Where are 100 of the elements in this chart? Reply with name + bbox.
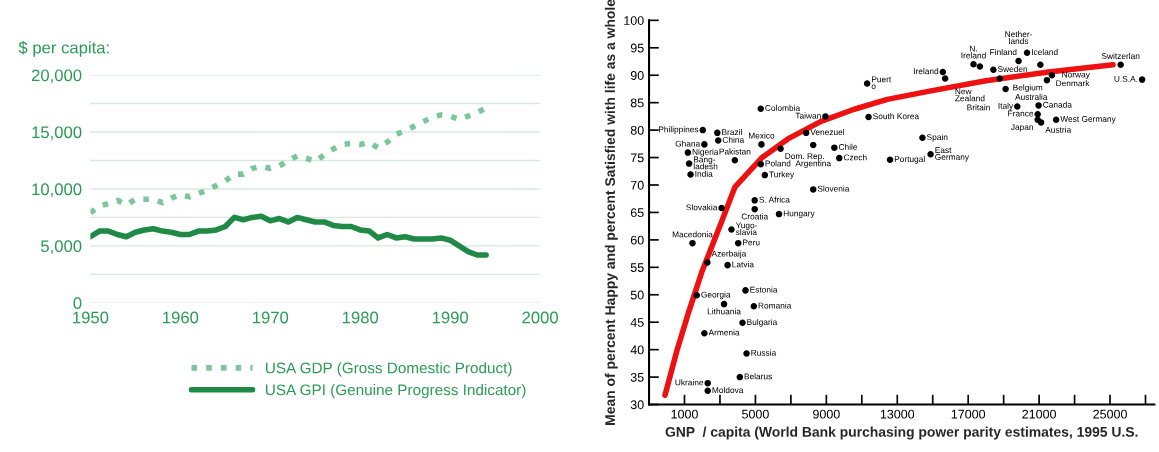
y-tick-label: 40 (630, 345, 644, 355)
annotation: Croatia (741, 213, 769, 220)
annotation: Bang- ladesh (693, 156, 718, 170)
y-tick-label: 85 (630, 98, 644, 108)
annotation: Mexico (748, 132, 775, 139)
annotation: Lithuania (707, 308, 741, 315)
annotation: Russia (751, 349, 777, 356)
y-tick-label: 55 (630, 263, 644, 272)
x-tick-label: 1990 (432, 311, 469, 324)
annotation: Romania (758, 302, 792, 309)
x-tick-label: 17000 (951, 409, 986, 419)
y-tick-label: 65 (630, 208, 644, 218)
annotation: Belarus (744, 373, 772, 380)
x-tick-label: 1970 (253, 311, 289, 324)
annotation: Armenia (708, 329, 740, 336)
annotation: Macedonia (672, 231, 713, 238)
annotation: Norway (1062, 71, 1090, 80)
x-tick-label: 21000 (1022, 409, 1057, 419)
x-tick-label: 5000 (742, 409, 769, 419)
x-tick-label: 1000 (671, 409, 698, 419)
x-tick-label: 2000 (522, 311, 558, 324)
y-tick-label: 75 (630, 153, 644, 163)
annotation: Philippines (658, 126, 699, 134)
annotation: Finland (990, 48, 1017, 56)
annotation: Iceland (1031, 48, 1058, 55)
y-tick-label: 35 (630, 372, 644, 382)
annotation: Colombia (765, 104, 801, 111)
annotation: West Germany (1060, 116, 1116, 124)
y-tick-label: 20,000 (31, 69, 82, 84)
annotation: East Germany (935, 147, 970, 162)
annotation: Moldova (712, 386, 744, 394)
annotation: Bulgaria (747, 318, 778, 327)
annotation: Estonia (750, 286, 778, 293)
x-tick-label: 13000 (880, 409, 915, 419)
annotation: Austria (1045, 126, 1072, 133)
annotation: Australia (1015, 93, 1048, 100)
y-tick-label: 5,000 (41, 240, 82, 255)
y-tick-label: 0 (73, 297, 82, 310)
y-tick-label: 60 (630, 235, 644, 245)
y-tick-label: 100 (624, 16, 644, 25)
annotation: N. Ireland (961, 45, 986, 59)
annotation: France (1008, 110, 1034, 117)
annotation: Japan (1010, 124, 1033, 132)
y-tick-label: 95 (630, 43, 644, 53)
annotation: Pakistan (719, 148, 751, 155)
x-axis-title: GNP / capita (World Bank purchasing power parity estimates, 1995 U.S. (665, 426, 1138, 440)
annotation: Hungary (783, 210, 815, 218)
y-tick-label: 45 (630, 318, 644, 327)
y-tick-label: 15,000 (32, 126, 82, 141)
x-tick-label: 1950 (73, 311, 109, 324)
annotation: South Korea (873, 113, 920, 120)
y-tick-label: 80 (630, 125, 644, 135)
annotation: Spain (926, 133, 948, 142)
legend-label: USA GDP (Gross Domestic Product) (266, 362, 512, 377)
annotation: Canada (1043, 101, 1072, 108)
annotation: S. Africa (759, 196, 790, 203)
y-tick-label: 50 (630, 290, 644, 300)
annotation: Argentina (795, 160, 832, 168)
annotation: Czech (843, 154, 867, 161)
annotation: India (695, 170, 713, 177)
legend-label: USA GPI (Genuine Progress Indicator) (266, 384, 526, 399)
annotation: Denmark (1056, 80, 1090, 87)
annotation: New Zealand (955, 88, 985, 102)
annotation: Georgia (701, 291, 731, 300)
annotation: Venezuel (810, 128, 845, 136)
annotation: Chile (838, 143, 858, 150)
annotation: Switzerlan (1101, 52, 1140, 59)
x-tick-label: 9000 (813, 409, 840, 419)
annotation: Puert o (871, 76, 892, 90)
annotation: Italy (998, 102, 1014, 111)
annotation: Slovakia (686, 204, 718, 211)
y-tick-label: 70 (630, 180, 644, 190)
annotation: Azerbaija (711, 250, 747, 259)
annotation: Britain (967, 104, 990, 111)
x-tick-label: 1980 (342, 311, 379, 324)
y-axis-title: Mean of percent Happy and percent Satisfied with life as a whole (604, 0, 618, 425)
annotation: Dom. Rep. (785, 153, 824, 161)
annotation: Turkey (769, 171, 795, 179)
annotation: Portugal (894, 155, 925, 164)
x-tick-label: 25000 (1093, 409, 1127, 419)
annotation: Ireland (913, 68, 939, 75)
annotation: Slovenia (817, 185, 850, 192)
annotation: Sweden (997, 65, 1028, 72)
annotation: Nigeria (692, 148, 719, 157)
annotation: U.S.A. (1114, 75, 1138, 82)
annotation: Brazil (722, 128, 742, 136)
annotation: Yugo- slavia (735, 222, 758, 236)
annotation: Nether- lands (1005, 31, 1033, 45)
y-tick-label: 30 (630, 400, 644, 410)
annotation: Poland (765, 160, 791, 167)
annotation: Peru (743, 239, 760, 246)
annotation: Ukraine (675, 379, 704, 386)
annotation: Belgium (1013, 84, 1043, 93)
annotation: China (722, 136, 745, 143)
annotation: Ghana (675, 140, 701, 147)
y-tick-label: 10,000 (32, 183, 82, 198)
y-axis-title: $ per capita: (18, 41, 109, 57)
annotation: Latvia (732, 261, 754, 268)
y-tick-label: 90 (630, 71, 644, 80)
x-tick-label: 1960 (163, 311, 199, 324)
